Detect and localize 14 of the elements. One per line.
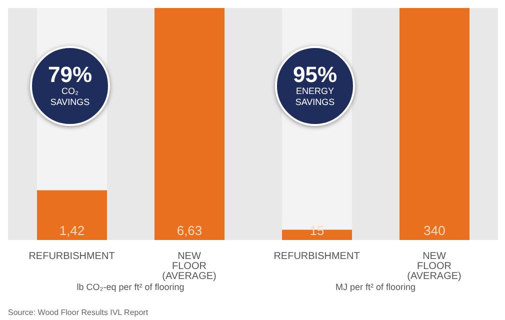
- x-axis-title: MJ per ft² of flooring: [335, 282, 416, 292]
- x-tick-label: REFURBISHMENT: [274, 251, 360, 262]
- x-tick-label: NEW FLOOR (AVERAGE): [407, 251, 462, 282]
- annotation: CO₂ SAVINGS: [49, 86, 91, 108]
- annotation: 95%: [292, 62, 338, 87]
- x-tick-label: REFURBISHMENT: [28, 251, 115, 262]
- data-label: 1,42: [59, 223, 85, 238]
- x-axis-title: lb CO₂-eq per ft² of flooring: [76, 282, 184, 292]
- annotation: ENERGY SAVINGS: [294, 86, 336, 108]
- x-tick-label: NEW FLOOR (AVERAGE): [162, 251, 216, 282]
- source-note: Source: Wood Floor Results IVL Report: [8, 308, 150, 317]
- data-label: 340: [424, 223, 446, 238]
- data-label: 6,63: [176, 223, 202, 238]
- annotation: 79%: [48, 62, 92, 87]
